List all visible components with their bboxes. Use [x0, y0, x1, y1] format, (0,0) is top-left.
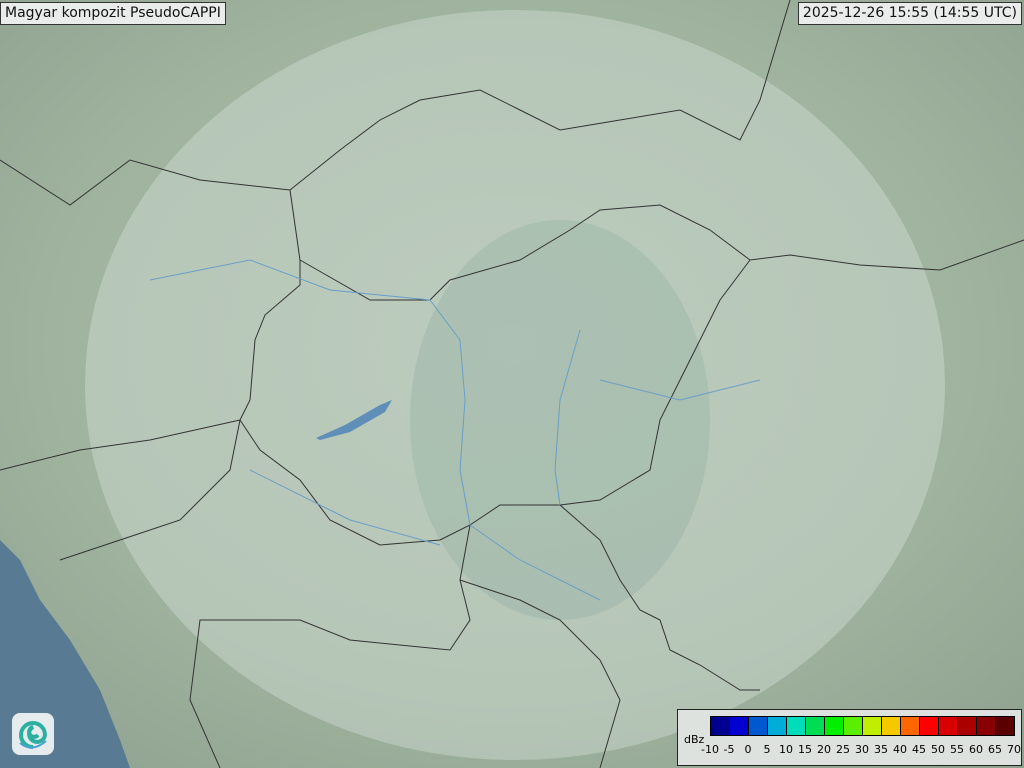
timestamp: 2025-12-26 15:55 (14:55 UTC): [797, 2, 1022, 25]
great-plain: [410, 220, 710, 620]
legend-tick-label: 10: [779, 743, 793, 756]
legend-tick-label: 5: [763, 743, 771, 756]
legend-swatch: [787, 717, 806, 735]
dbz-color-legend: dBz -10 -5 0 5 10 15 20 25 30 35 40 45 50 55 60 65 70: [677, 709, 1022, 766]
legend-swatch: [768, 717, 787, 735]
legend-tick-label: 30: [855, 743, 869, 756]
legend-tick-label: 45: [912, 743, 926, 756]
legend-swatch: [996, 717, 1014, 735]
legend-tick-label: 60: [969, 743, 983, 756]
swirl-logo-icon: [12, 713, 54, 755]
legend-swatch: [711, 717, 730, 735]
adriatic-sea: [0, 540, 130, 768]
legend-swatch: [844, 717, 863, 735]
map-title: Magyar kompozit PseudoCAPPI: [0, 2, 226, 25]
legend-tick-label: 70: [1007, 743, 1021, 756]
legend-swatch: [920, 717, 939, 735]
legend-swatch: [882, 717, 901, 735]
legend-swatch: [901, 717, 920, 735]
legend-swatch: [825, 717, 844, 735]
legend-swatch: [977, 717, 996, 735]
legend-tick-label: 25: [836, 743, 850, 756]
legend-swatch: [863, 717, 882, 735]
legend-unit: dBz: [684, 733, 705, 746]
legend-tick-label: 35: [874, 743, 888, 756]
legend-tick-label: 55: [950, 743, 964, 756]
legend-swatch: [958, 717, 977, 735]
legend-tick-label: 0: [744, 743, 752, 756]
legend-tick-label: -5: [723, 743, 735, 756]
legend-swatch: [939, 717, 958, 735]
rivers: [149, 259, 761, 601]
legend-tick-label: 50: [931, 743, 945, 756]
legend-tick-label: -10: [701, 743, 719, 756]
legend-tick-label: 20: [817, 743, 831, 756]
legend-swatch: [806, 717, 825, 735]
legend-swatch: [730, 717, 749, 735]
legend-tick-label: 15: [798, 743, 812, 756]
legend-tick-label: 65: [988, 743, 1002, 756]
radar-coverage-area: [85, 10, 945, 760]
legend-tick-label: 40: [893, 743, 907, 756]
lake-balaton: [316, 400, 392, 440]
legend-swatch: [749, 717, 768, 735]
legend-color-bar: [710, 716, 1015, 736]
